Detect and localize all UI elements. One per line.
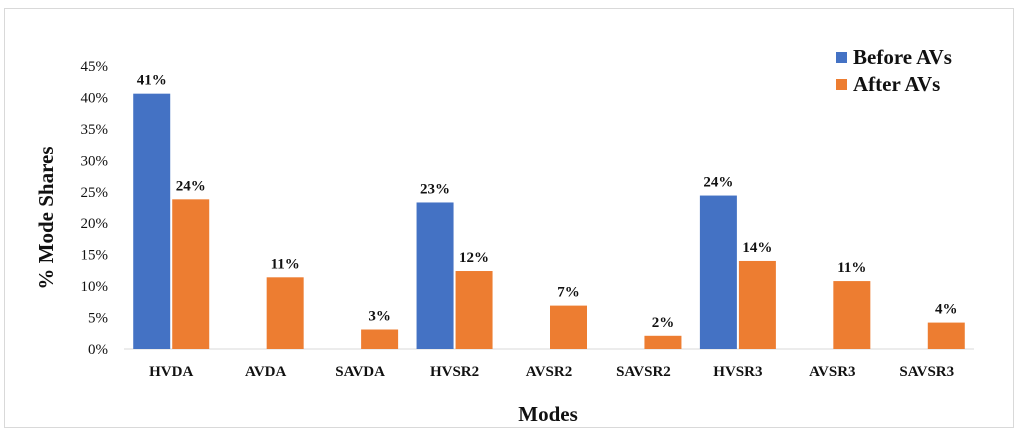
legend-label-after: After AVs [853, 72, 940, 96]
data-label: 11% [271, 256, 300, 272]
y-tick-label: 35% [81, 122, 109, 138]
bar-after-avs-avsr2 [550, 305, 587, 349]
x-tick-label: SAVSR3 [899, 364, 954, 380]
y-tick-label: 45% [81, 59, 109, 75]
bar-before-avs-hvsr2 [416, 202, 454, 349]
y-tick-label: 10% [81, 279, 109, 295]
x-tick-label: AVDA [245, 364, 287, 380]
x-tick-label: AVSR3 [809, 364, 855, 380]
bar-after-avs-hvda [172, 199, 210, 349]
bar-after-avs-avsr3 [833, 281, 871, 349]
data-label: 12% [459, 250, 489, 266]
y-tick-label: 20% [81, 216, 109, 232]
legend-swatch-after [836, 79, 847, 90]
y-tick-label: 0% [88, 342, 108, 358]
x-tick-label: HVDA [149, 364, 193, 380]
y-tick-label: 40% [81, 90, 109, 106]
data-label: 11% [837, 260, 866, 276]
legend: Before AVs After AVs [836, 45, 952, 96]
data-label: 2% [652, 315, 675, 331]
legend-label-before: Before AVs [853, 45, 952, 69]
bar-after-avs-savsr2 [644, 335, 682, 349]
data-label: 14% [742, 240, 772, 256]
bar-after-avs-savda [361, 329, 399, 349]
y-axis-ticks: 0% 5% 10% 15% 20% 25% 30% 35% 40% 45% [81, 59, 109, 358]
bars-group [133, 93, 965, 349]
bar-after-avs-savsr3 [927, 322, 965, 349]
bar-before-avs-hvsr3 [699, 195, 737, 349]
x-axis-categories: HVDA AVDA SAVDA HVSR2 AVSR2 SAVSR2 HVSR3 AVSR3 S… [149, 364, 954, 380]
bar-after-avs-avda [266, 277, 304, 349]
data-label: 4% [935, 302, 958, 318]
data-label: 7% [557, 285, 580, 301]
y-tick-label: 25% [81, 185, 109, 201]
bar-after-avs-hvsr3 [738, 260, 776, 349]
y-tick-label: 5% [88, 311, 108, 327]
data-label: 23% [420, 181, 450, 197]
bar-after-avs-hvsr2 [455, 271, 493, 349]
data-labels-group: 41% 24% 11% 3% 23% 12% 7% 2% 24% 14% 11% 4% [137, 73, 958, 331]
y-tick-label: 15% [81, 248, 109, 264]
legend-swatch-before [836, 52, 847, 63]
x-tick-label: HVSR2 [430, 364, 479, 380]
x-tick-label: AVSR2 [526, 364, 572, 380]
data-label: 24% [703, 175, 733, 191]
y-axis-title: % Mode Shares [34, 146, 58, 289]
x-axis-title: Modes [518, 402, 578, 426]
data-label: 41% [137, 73, 167, 89]
bar-before-avs-hvda [133, 93, 171, 349]
x-tick-label: HVSR3 [713, 364, 762, 380]
data-label: 3% [368, 309, 391, 325]
y-tick-label: 30% [81, 153, 109, 169]
data-label: 24% [176, 178, 206, 194]
x-tick-label: SAVDA [335, 364, 385, 380]
x-tick-label: SAVSR2 [616, 364, 671, 380]
